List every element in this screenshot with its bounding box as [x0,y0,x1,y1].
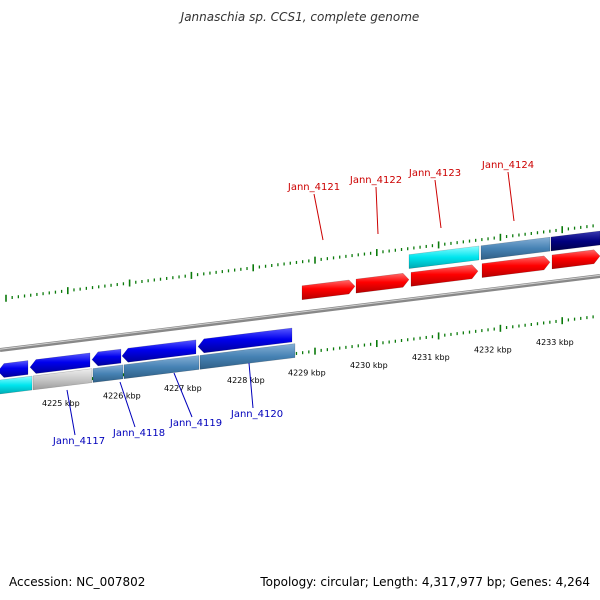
backbone-highlight [0,274,600,350]
genome-backbone [0,274,600,352]
reverse-gene-leader [248,362,254,409]
cds-box-steelblue[interactable] [92,364,124,383]
cds-box-navy[interactable] [550,230,600,252]
reverse-gene-arrow[interactable] [121,339,197,363]
reverse-gene-leader [119,381,136,428]
forward-gene-arrow[interactable] [355,273,410,294]
reverse-gene-arrow[interactable] [29,352,91,374]
forward-gene-label[interactable]: Jann_4124 [481,160,534,171]
reverse-gene-leader [173,372,193,418]
forward-gene-label[interactable]: Jann_4123 [408,168,461,179]
forward-gene-arrow[interactable] [301,279,356,301]
scale-label: 4225 kbp [42,399,80,408]
map-title: Jannaschia sp. CCS1, complete genome [180,10,420,24]
label-layer: 4225 kbp 4226 kbp 4227 kbp 4228 kbp 4229 kbp… [42,160,574,447]
forward-gene-leader [434,179,442,229]
reverse-gene-label[interactable]: Jann_4119 [169,418,222,429]
scale-label: 4231 kbp [412,353,450,362]
topology-text: Topology: circular; Length: 4,317,977 bp… [260,575,590,589]
forward-gene-leader [313,193,324,241]
scale-label: 4233 kbp [536,338,574,347]
forward-gene-arrow[interactable] [551,249,600,270]
forward-gene-arrow[interactable] [481,255,551,278]
cds-box-steelblue[interactable] [199,343,296,370]
scale-label: 4228 kbp [227,376,265,385]
scale-label: 4226 kbp [103,391,141,400]
cds-box-steelblue[interactable] [480,236,551,260]
gene-track [0,249,600,378]
forward-gene-leader [507,171,515,222]
forward-gene-label[interactable]: Jann_4121 [287,182,340,193]
cds-box-cyan[interactable] [0,375,33,395]
reverse-gene-label[interactable]: Jann_4120 [230,409,283,420]
backbone-line [0,274,600,352]
scale-label: 4230 kbp [350,361,388,370]
reverse-gene-arrow[interactable] [91,348,122,367]
reverse-gene-leader [66,389,76,436]
cds-track [0,230,600,395]
reverse-gene-arrow[interactable] [0,360,29,378]
forward-gene-leader [375,186,379,235]
reverse-gene-label[interactable]: Jann_4117 [52,436,105,447]
scale-label: 4229 kbp [288,368,326,377]
reverse-gene-arrow[interactable] [197,327,293,354]
cds-box-cyan[interactable] [408,245,480,269]
accession-text: Accession: NC_007802 [9,575,146,589]
reverse-gene-label[interactable]: Jann_4118 [112,428,165,439]
forward-gene-arrow[interactable] [410,264,479,287]
scale-label: 4227 kbp [164,384,202,393]
cds-box-steelblue[interactable] [123,355,200,379]
scale-label: 4232 kbp [474,346,512,355]
forward-gene-label[interactable]: Jann_4122 [349,175,402,186]
cds-box-gray[interactable] [32,368,93,391]
